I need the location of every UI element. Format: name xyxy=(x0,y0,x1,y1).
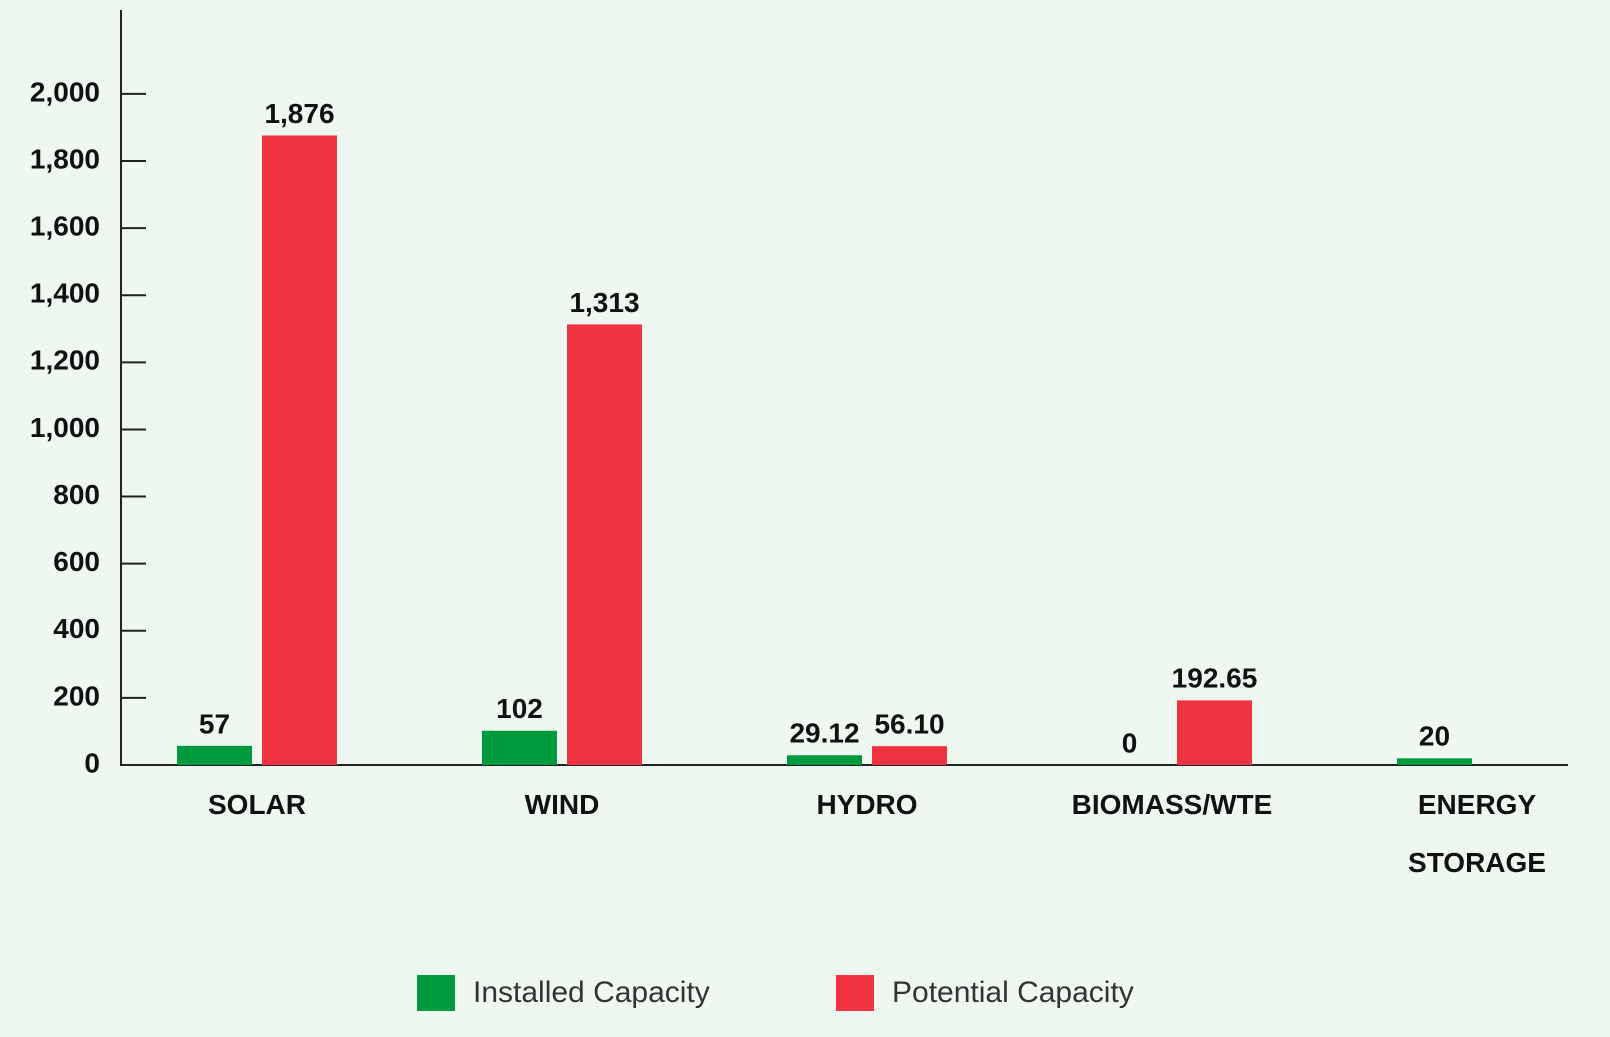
x-tick-label: SOLAR xyxy=(208,789,306,820)
bar xyxy=(872,746,947,765)
legend-swatch xyxy=(417,975,455,1011)
bar xyxy=(177,745,252,765)
x-tick-label: ENERGY STORAGE xyxy=(1408,789,1546,878)
y-tick-label: 1,400 xyxy=(30,278,100,309)
bar xyxy=(262,135,337,765)
y-tick-label: 400 xyxy=(53,613,100,644)
value-label: 29.12 xyxy=(789,718,859,749)
value-label: 20 xyxy=(1419,721,1450,752)
value-label: 102 xyxy=(496,693,543,724)
bar xyxy=(1397,758,1472,765)
bar xyxy=(1177,700,1252,765)
value-label: 1,313 xyxy=(569,287,639,318)
value-label: 56.10 xyxy=(874,709,944,740)
y-tick-label: 2,000 xyxy=(30,76,100,107)
y-tick-label: 1,800 xyxy=(30,143,100,174)
value-label: 1,876 xyxy=(264,98,334,129)
y-tick-label: 1,600 xyxy=(30,211,100,242)
legend-swatch xyxy=(836,975,874,1011)
value-label: 0 xyxy=(1122,727,1138,758)
bar xyxy=(787,755,862,765)
x-tick-label: WIND xyxy=(524,789,600,820)
y-tick-label: 1,000 xyxy=(30,412,100,443)
value-label: 192.65 xyxy=(1172,663,1258,694)
x-tick-label: HYDRO xyxy=(816,789,918,820)
bar xyxy=(482,730,557,765)
y-tick-label: 0 xyxy=(84,747,100,778)
y-tick-label: 600 xyxy=(53,546,100,577)
legend-label: Installed Capacity xyxy=(473,976,710,1009)
bar xyxy=(567,324,642,765)
legend-label: Potential Capacity xyxy=(892,976,1134,1009)
y-tick-label: 800 xyxy=(53,479,100,510)
x-tick-label: BIOMASS/WTE xyxy=(1071,789,1273,820)
y-tick-label: 1,200 xyxy=(30,345,100,376)
value-label: 57 xyxy=(199,708,230,739)
y-tick-label: 200 xyxy=(53,680,100,711)
